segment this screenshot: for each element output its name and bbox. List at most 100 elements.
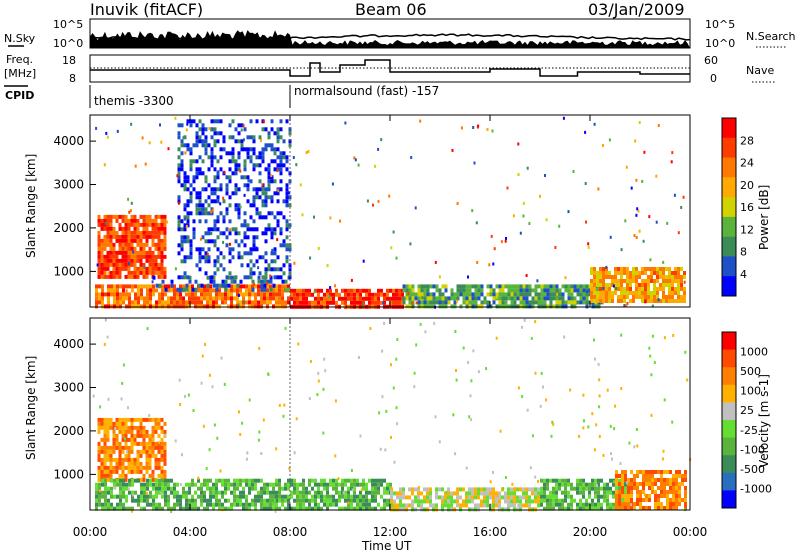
heatmap-cell	[323, 494, 326, 499]
heatmap-cell	[106, 242, 110, 247]
heatmap-cell	[115, 437, 119, 442]
heatmap-cell	[624, 478, 627, 482]
heatmap-cell	[189, 239, 193, 244]
heatmap-cell	[198, 259, 202, 264]
heatmap-cell	[242, 502, 245, 507]
heatmap-cell	[240, 139, 244, 144]
heatmap-cell	[672, 486, 675, 490]
heatmap-cell	[379, 447, 382, 451]
heatmap-cell	[663, 336, 666, 340]
heatmap-cell	[254, 284, 257, 289]
heatmap-cell	[641, 287, 644, 291]
heatmap-cell	[118, 473, 122, 478]
heatmap-cell	[633, 486, 636, 490]
heatmap-cell	[163, 445, 167, 450]
heatmap-cell	[118, 457, 122, 462]
heatmap-cell	[384, 448, 387, 452]
heatmap-cell	[452, 413, 455, 417]
heatmap-cell	[492, 507, 495, 512]
heatmap-cell	[237, 255, 241, 260]
heatmap-cell	[350, 498, 353, 503]
heatmap-cell	[124, 242, 128, 247]
heatmap-cell	[261, 155, 265, 160]
heatmap-cell	[222, 135, 226, 140]
heatmap-cell	[104, 221, 107, 225]
heatmap-cell	[97, 421, 101, 426]
heatmap-cell	[133, 214, 137, 219]
heatmap-cell	[489, 288, 493, 293]
heatmap-cell	[630, 506, 633, 510]
heatmap-cell	[121, 421, 125, 426]
heatmap-cell	[453, 499, 456, 504]
heatmap-cell	[146, 502, 149, 507]
heatmap-cell	[278, 296, 281, 301]
heatmap-cell	[338, 482, 341, 487]
heatmap-cell	[344, 300, 347, 305]
heatmap-cell	[585, 482, 588, 487]
heatmap-cell	[145, 254, 149, 259]
heatmap-cell	[534, 292, 538, 297]
heatmap-cell	[167, 288, 170, 293]
heatmap-cell	[671, 279, 674, 283]
heatmap-cell	[534, 284, 538, 289]
heatmap-cell	[495, 336, 498, 340]
heatmap-cell	[377, 502, 380, 507]
heatmap-cell	[106, 469, 110, 474]
heatmap-cell	[519, 304, 523, 309]
heatmap-cell	[236, 478, 239, 483]
heatmap-cell	[596, 279, 599, 283]
heatmap-cell	[606, 388, 609, 392]
heatmap-cell	[396, 338, 399, 341]
heatmap-cell	[240, 175, 244, 180]
heatmap-cell	[429, 304, 433, 309]
heatmap-cell	[282, 163, 286, 168]
heatmap-cell	[209, 304, 212, 309]
heatmap-cell	[320, 478, 323, 483]
heatmap-cell	[593, 275, 596, 279]
heatmap-cell	[468, 300, 472, 305]
heatmap-cell	[615, 478, 618, 482]
heatmap-cell	[97, 222, 101, 227]
heatmap-cell	[221, 283, 225, 288]
heatmap-cell	[170, 300, 173, 305]
heatmap-cell	[141, 136, 144, 140]
heatmap-cell	[177, 163, 181, 168]
heatmap-cell	[519, 507, 522, 512]
heatmap-cell	[383, 506, 386, 511]
heatmap-cell	[237, 211, 241, 216]
heatmap-cell	[641, 271, 644, 275]
x-tick-label: 04:00	[173, 525, 208, 539]
heatmap-cell	[248, 304, 251, 309]
heatmap-cell	[609, 478, 612, 483]
heatmap-cell	[638, 271, 641, 275]
heatmap-cell	[133, 270, 137, 275]
heatmap-cell	[139, 234, 143, 239]
heatmap-cell	[191, 296, 194, 301]
heatmap-cell	[636, 207, 639, 211]
heatmap-cell	[334, 284, 337, 288]
heatmap-cell	[95, 490, 98, 495]
heatmap-cell	[510, 304, 514, 309]
heatmap-cell	[672, 502, 675, 506]
heatmap-cell	[334, 454, 337, 458]
heatmap-cell	[390, 491, 393, 496]
heatmap-cell	[290, 490, 293, 495]
heatmap-cell	[480, 292, 484, 297]
heatmap-cell	[269, 275, 273, 280]
heatmap-cell	[183, 255, 187, 260]
heatmap-cell	[106, 425, 110, 430]
heatmap-cell	[296, 292, 299, 297]
heatmap-cell	[136, 449, 140, 454]
heatmap-cell	[650, 279, 653, 283]
heatmap-cell	[501, 304, 505, 309]
heatmap-cell	[154, 429, 158, 434]
heatmap-cell	[549, 478, 552, 483]
heatmap-cell	[417, 300, 421, 305]
heatmap-cell	[118, 425, 122, 430]
heatmap-cell	[602, 295, 605, 299]
heatmap-cell	[276, 147, 280, 152]
heatmap-cell	[119, 490, 122, 495]
heatmap-cell	[266, 482, 269, 487]
heatmap-cell	[206, 498, 209, 503]
heatmap-cell	[630, 478, 633, 482]
